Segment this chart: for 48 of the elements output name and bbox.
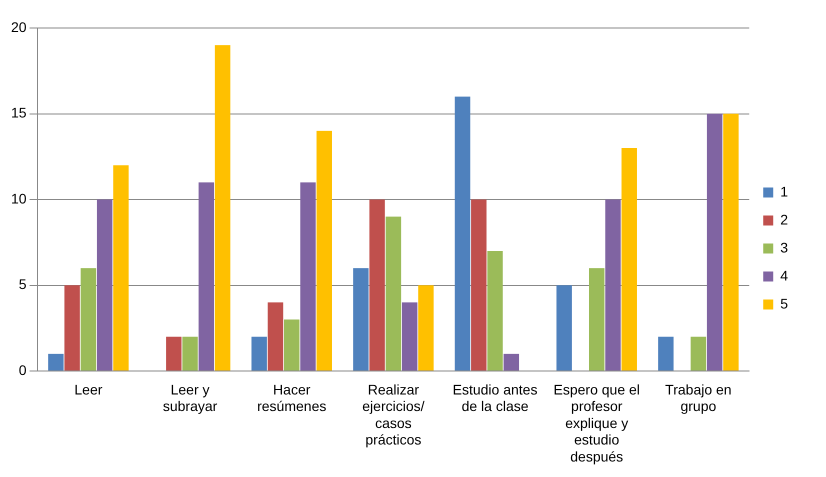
x-tick-label: Leer y subrayar <box>162 381 218 414</box>
bar <box>268 302 284 370</box>
x-tick-label: Leer <box>74 381 103 398</box>
bar <box>471 200 487 370</box>
x-tick-label: Hacer resúmenes <box>257 381 326 414</box>
bar <box>622 148 637 370</box>
y-tick-label: 5 <box>18 276 27 292</box>
bar <box>214 45 230 370</box>
bar <box>64 285 80 370</box>
bar <box>504 354 520 370</box>
bar <box>658 336 674 370</box>
x-tick-label: Espero que el profesor explique y estudio después <box>554 381 640 464</box>
bar <box>198 182 214 370</box>
bar <box>588 268 604 370</box>
bar <box>402 302 418 370</box>
legend-label: 1 <box>780 183 788 200</box>
bar <box>386 216 402 370</box>
bar <box>487 250 503 370</box>
bar <box>251 336 267 370</box>
bar <box>723 114 739 370</box>
bar <box>316 130 332 370</box>
bar <box>556 285 572 370</box>
bar <box>690 336 706 370</box>
bar <box>605 200 621 370</box>
legend-label: 2 <box>780 211 788 228</box>
bar <box>182 336 198 370</box>
bar <box>284 320 300 370</box>
y-tick-label: 20 <box>10 18 27 35</box>
bar <box>454 96 470 370</box>
legend-label: 5 <box>780 295 788 312</box>
bar <box>369 200 385 370</box>
legend-label: 3 <box>780 239 788 256</box>
bar <box>48 354 64 370</box>
y-tick-label: 0 <box>18 362 27 378</box>
x-tick-label: Realizar ejercicios/ casos prácticos <box>362 381 425 448</box>
y-tick-label: 10 <box>10 190 27 206</box>
bar <box>113 165 129 370</box>
y-tick-label: 15 <box>10 104 27 121</box>
x-tick-label: Trabajo en grupo <box>665 381 732 414</box>
bar <box>80 268 96 370</box>
bar <box>96 200 112 370</box>
bar <box>166 336 182 370</box>
bar <box>300 182 316 370</box>
bar <box>706 114 722 370</box>
bar <box>418 285 434 370</box>
bar <box>353 268 369 370</box>
legend-label: 4 <box>780 267 788 284</box>
x-tick-label: Estudio antes de la clase <box>452 381 538 414</box>
